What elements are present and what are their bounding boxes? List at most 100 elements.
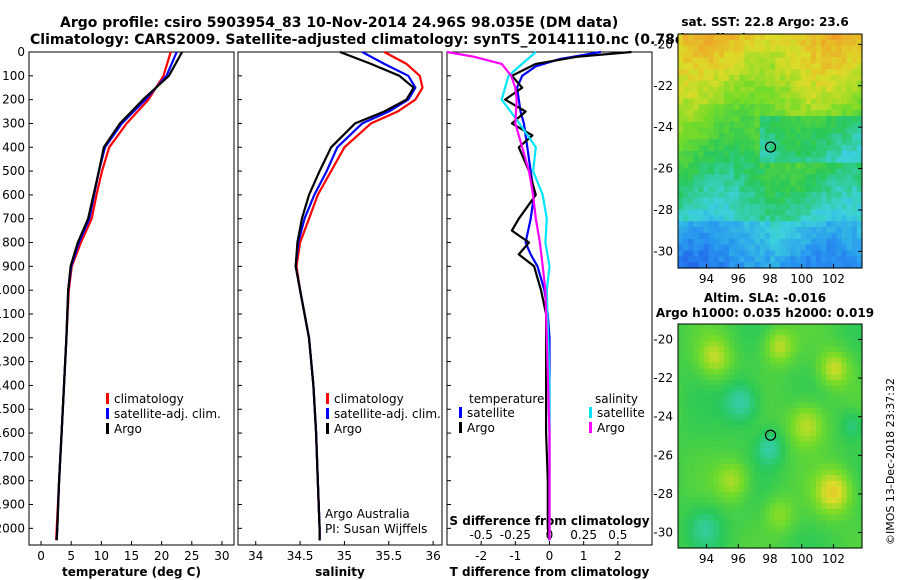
map-cell [785, 391, 792, 398]
map-cell [770, 380, 776, 387]
map-cell [826, 244, 832, 252]
map-cell [785, 430, 792, 437]
map-cell [821, 436, 827, 443]
map-cell [764, 203, 771, 211]
map-cell [770, 368, 776, 375]
map-cell [764, 232, 771, 240]
map-cell [718, 497, 725, 504]
map-cell [785, 531, 792, 538]
map-cell [749, 191, 756, 199]
map-cell [790, 215, 797, 222]
map-cell [744, 256, 751, 263]
map-cell [775, 191, 781, 199]
map-cell [831, 486, 838, 493]
map-cell [703, 256, 710, 263]
map-cell [775, 209, 781, 216]
map-cell [759, 335, 766, 342]
map-cell [846, 525, 853, 532]
map-cell [708, 441, 715, 448]
map-cell [703, 346, 710, 353]
map-cell [749, 256, 756, 263]
map-cell [821, 542, 827, 549]
map-cell [836, 335, 843, 342]
map-cell [754, 508, 761, 515]
map-cell [841, 104, 848, 111]
map-cell [718, 151, 725, 158]
map-cell [810, 374, 817, 381]
map-cell [703, 508, 710, 515]
map-cell [698, 69, 705, 76]
map-cell [698, 475, 705, 482]
map-cell [805, 340, 812, 347]
map-cell [754, 110, 761, 117]
map-cell [780, 104, 786, 111]
map-cell [795, 385, 802, 392]
map-cell [780, 452, 786, 459]
map-cell [708, 413, 715, 420]
series-line-temperature-satellite [515, 50, 601, 541]
map-cell [693, 121, 700, 129]
map-cell [800, 232, 807, 240]
map-cell [683, 408, 689, 415]
map-cell [831, 221, 838, 228]
map-cell [739, 352, 746, 359]
map-cell [831, 203, 838, 211]
map-cell [831, 346, 838, 353]
map-cell [805, 424, 812, 431]
map-cell [856, 408, 863, 415]
map-cell [846, 39, 853, 47]
map-cell [826, 227, 832, 234]
map-cell [688, 419, 694, 426]
map-cell [816, 402, 822, 409]
map-cell [713, 352, 720, 359]
map-cell [678, 145, 684, 152]
map-cell [683, 98, 689, 105]
map-cell [724, 391, 730, 398]
map-cell [678, 92, 684, 99]
map-cell [795, 244, 802, 252]
map-cell [821, 402, 827, 409]
map-cell [734, 197, 740, 205]
map-cell [764, 542, 771, 549]
map-cell [729, 486, 735, 493]
map-cell [826, 215, 832, 222]
map-cell [841, 520, 848, 527]
map-cell [856, 186, 863, 193]
map-cell [718, 203, 725, 211]
map-cell [816, 203, 822, 211]
map-cell [770, 497, 776, 504]
map-cell [713, 110, 720, 117]
map-cell [805, 69, 812, 76]
map-cell [678, 127, 684, 135]
map-cell [810, 324, 817, 331]
legend-label: satellite-adj. clim. [114, 407, 221, 421]
map-cell [856, 525, 863, 532]
map-cell [759, 352, 766, 359]
map-cell [693, 346, 700, 353]
map-cell [749, 335, 756, 342]
map-cell [734, 203, 740, 211]
map-cell [764, 419, 771, 426]
map-cell [775, 419, 781, 426]
map-cell [754, 346, 761, 353]
map-cell [785, 51, 792, 58]
map-cell [821, 408, 827, 415]
map-cell [759, 520, 766, 527]
map-cell [734, 436, 740, 443]
map-cell [718, 441, 725, 448]
map-cell [810, 492, 817, 499]
map-cell [836, 380, 843, 387]
map-cell [749, 162, 756, 170]
map-cell [734, 39, 740, 47]
map-cell [816, 475, 822, 482]
map-cell [693, 238, 700, 246]
map-cell [744, 121, 751, 129]
map-cell [734, 156, 740, 164]
map-cell [775, 63, 781, 70]
map-cell [683, 92, 689, 99]
map-cell [775, 441, 781, 448]
map-cell [708, 191, 715, 199]
map-cell [713, 396, 720, 403]
map-cell [739, 396, 746, 403]
map-cell [724, 191, 730, 199]
